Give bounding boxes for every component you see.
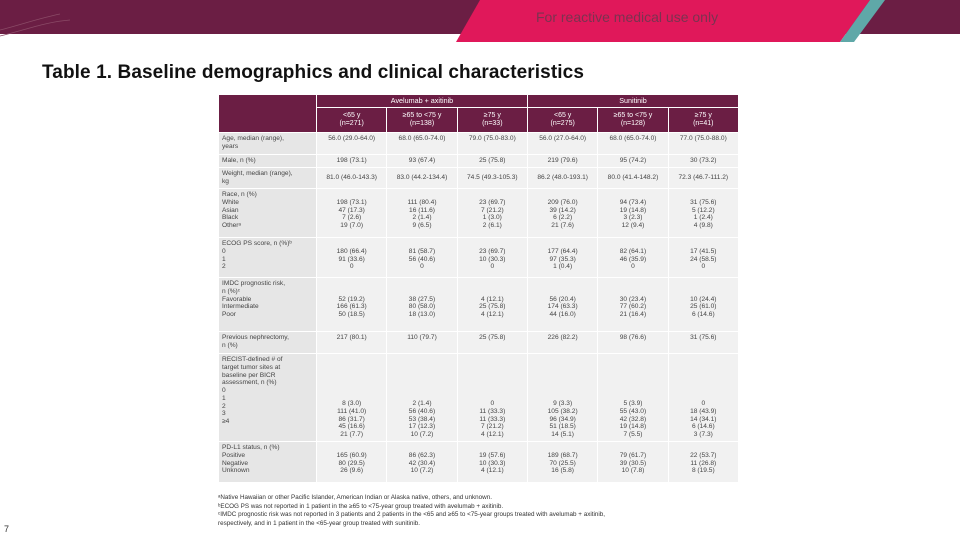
table-cell: 2 (1.4) 56 (40.6) 53 (38.4) 17 (12.3) 10…: [386, 353, 458, 442]
subheader-cell: <65 y (n=271): [315, 107, 388, 133]
demographics-table-wrapper: Avelumab + axitinib Sunitinib <65 y (n=2…: [218, 94, 739, 483]
table-row-male: Male, n (%) 198 (73.1) 93 (67.4) 25 (75.…: [218, 154, 739, 168]
table-cell: 72.3 (46.7-111.2): [667, 167, 739, 189]
row-label: RECIST-defined # of target tumor sites a…: [218, 353, 317, 442]
table-cell: 30 (73.2): [667, 154, 739, 168]
table-cell: 81 (58.7) 56 (40.6) 0: [386, 237, 458, 278]
table-title: Table 1. Baseline demographics and clini…: [42, 62, 584, 83]
table-cell: 95 (74.2): [597, 154, 669, 168]
table-cell: 56.0 (27.0-64.0): [526, 132, 599, 155]
header-blank-cell: [218, 94, 317, 133]
row-label: IMDC prognostic risk, n (%)ᶜ Favorable I…: [218, 277, 317, 332]
table-row-ecog: ECOG PS score, n (%)ᵇ 0 1 2 180 (66.4) 9…: [218, 237, 739, 278]
table-cell: 110 (79.7): [386, 331, 458, 354]
table-cell: 74.5 (49.3-105.3): [456, 167, 528, 189]
table-cell: 198 (73.1): [315, 154, 388, 168]
table-cell: 31 (75.6) 5 (12.2) 1 (2.4) 4 (9.8): [667, 188, 739, 238]
table-cell: 4 (12.1) 25 (75.8) 4 (12.1): [456, 277, 528, 332]
table-cell: 77.0 (75.0-88.0): [667, 132, 739, 155]
table-cell: 23 (69.7) 10 (30.3) 0: [456, 237, 528, 278]
table-cell: 38 (27.5) 80 (58.0) 18 (13.0): [386, 277, 458, 332]
row-label: ECOG PS score, n (%)ᵇ 0 1 2: [218, 237, 317, 278]
group-header-sunitinib: Sunitinib: [526, 94, 739, 108]
table-row-imdc: IMDC prognostic risk, n (%)ᶜ Favorable I…: [218, 277, 739, 332]
table-cell: 0 18 (43.9) 14 (34.1) 6 (14.6) 3 (7.3): [667, 353, 739, 442]
table-cell: 111 (80.4) 16 (11.6) 2 (1.4) 9 (6.5): [386, 188, 458, 238]
subheader-cell: <65 y (n=275): [526, 107, 599, 133]
table-cell: 82 (64.1) 46 (35.9) 0: [597, 237, 669, 278]
table-cell: 23 (69.7) 7 (21.2) 1 (3.0) 2 (6.1): [456, 188, 528, 238]
table-cell: 9 (3.3) 105 (38.2) 96 (34.9) 51 (18.5) 1…: [526, 353, 599, 442]
footnote-c-continued: respectively, and in 1 patient in the <6…: [218, 519, 421, 527]
table-cell: 68.0 (65.0-74.0): [597, 132, 669, 155]
demographics-table: Avelumab + axitinib Sunitinib <65 y (n=2…: [218, 94, 739, 483]
table-cell: 31 (75.6): [667, 331, 739, 354]
table-cell: 56.0 (29.0-64.0): [315, 132, 388, 155]
table-cell: 5 (3.9) 55 (43.0) 42 (32.8) 19 (14.8) 7 …: [597, 353, 669, 442]
table-cell: 198 (73.1) 47 (17.3) 7 (2.6) 19 (7.0): [315, 188, 388, 238]
table-cell: 93 (67.4): [386, 154, 458, 168]
table-cell: 86 (62.3) 42 (30.4) 10 (7.2): [386, 441, 458, 483]
table-cell: 80.0 (41.4-148.2): [597, 167, 669, 189]
subheader-cell: ≥65 to <75 y (n=128): [597, 107, 669, 133]
table-cell: 52 (19.2) 166 (61.3) 50 (18.5): [315, 277, 388, 332]
table-cell: 189 (68.7) 70 (25.5) 16 (5.8): [526, 441, 599, 483]
table-row-pdl1: PD-L1 status, n (%) Positive Negative Un…: [218, 441, 739, 483]
table-cell: 25 (75.8): [456, 331, 528, 354]
table-cell: 98 (76.6): [597, 331, 669, 354]
table-cell: 25 (75.8): [456, 154, 528, 168]
table-cell: 219 (79.6): [526, 154, 599, 168]
table-cell: 79.0 (75.0-83.0): [456, 132, 528, 155]
table-row-recist: RECIST-defined # of target tumor sites a…: [218, 353, 739, 442]
table-cell: 226 (82.2): [526, 331, 599, 354]
table-cell: 217 (80.1): [315, 331, 388, 354]
table-row-nephrectomy: Previous nephrectomy, n (%) 217 (80.1) 1…: [218, 331, 739, 354]
table-cell: 17 (41.5) 24 (58.5) 0: [667, 237, 739, 278]
table-cell: 177 (64.4) 97 (35.3) 1 (0.4): [526, 237, 599, 278]
row-label: Male, n (%): [218, 154, 317, 168]
table-cell: 8 (3.0) 111 (41.0) 86 (31.7) 45 (16.6) 2…: [315, 353, 388, 442]
banner-text: For reactive medical use only: [536, 9, 719, 25]
top-banner: For reactive medical use only: [0, 0, 960, 44]
table-cell: 180 (66.4) 91 (33.6) 0: [315, 237, 388, 278]
subheader-cell: ≥75 y (n=41): [667, 107, 739, 133]
table-row-weight: Weight, median (range), kg 81.0 (46.0-14…: [218, 167, 739, 189]
group-header-avelumab: Avelumab + axitinib: [316, 94, 528, 108]
table-row-race: Race, n (%) White Asian Black Otherᵃ 198…: [218, 188, 739, 238]
table-cell: 165 (60.9) 80 (29.5) 26 (9.6): [315, 441, 388, 483]
table-cell: 56 (20.4) 174 (63.3) 44 (16.0): [526, 277, 599, 332]
row-label: Weight, median (range), kg: [218, 167, 317, 189]
footnote-b: ᵇECOG PS was not reported in 1 patient i…: [218, 502, 504, 510]
row-label: PD-L1 status, n (%) Positive Negative Un…: [218, 441, 317, 483]
row-label: Previous nephrectomy, n (%): [218, 331, 317, 354]
table-cell: 83.0 (44.2-134.4): [386, 167, 458, 189]
table-cell: 22 (53.7) 11 (26.8) 8 (19.5): [667, 441, 739, 483]
table-row-age: Age, median (range), years 56.0 (29.0-64…: [218, 132, 739, 155]
page-number: 7: [4, 524, 10, 534]
table-cell: 209 (76.0) 39 (14.2) 6 (2.2) 21 (7.6): [526, 188, 599, 238]
table-cell: 30 (23.4) 77 (60.2) 21 (16.4): [597, 277, 669, 332]
table-cell: 79 (61.7) 39 (30.5) 10 (7.8): [597, 441, 669, 483]
table-cell: 94 (73.4) 19 (14.8) 3 (2.3) 12 (9.4): [597, 188, 669, 238]
table-footnotes: ᵃNative Hawaiian or other Pacific Island…: [218, 494, 758, 528]
banner-graphic: [0, 0, 960, 44]
table-cell: 0 11 (33.3) 11 (33.3) 7 (21.2) 4 (12.1): [456, 353, 528, 442]
subheader-cell: ≥65 to <75 y (n=138): [386, 107, 458, 133]
row-label: Age, median (range), years: [218, 132, 317, 155]
table-cell: 86.2 (48.0-193.1): [526, 167, 599, 189]
row-label: Race, n (%) White Asian Black Otherᵃ: [218, 188, 317, 238]
footnote-c: ᶜIMDC prognostic risk was not reported i…: [218, 511, 606, 518]
table-cell: 19 (57.6) 10 (30.3) 4 (12.1): [456, 441, 528, 483]
table-cell: 81.0 (46.0-143.3): [315, 167, 388, 189]
footnote-a: ᵃNative Hawaiian or other Pacific Island…: [218, 494, 492, 501]
subheader-cell: ≥75 y (n=33): [456, 107, 528, 133]
table-cell: 68.0 (65.0-74.0): [386, 132, 458, 155]
table-cell: 10 (24.4) 25 (61.0) 6 (14.6): [667, 277, 739, 332]
